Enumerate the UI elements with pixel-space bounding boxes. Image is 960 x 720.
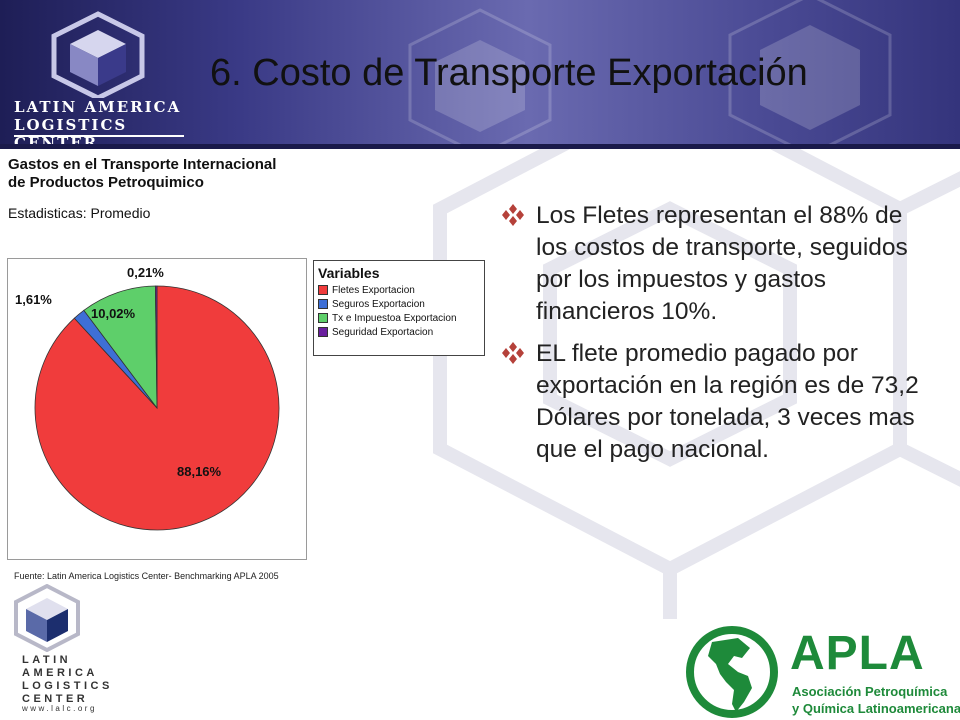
diamond-bullet-icon <box>502 342 524 364</box>
apla-tagline1: Asociación Petroquímica <box>792 684 948 699</box>
legend-title: Variables <box>318 265 380 281</box>
legend-item-seguridad: Seguridad Exportacion <box>318 325 484 339</box>
header-divider <box>0 144 960 149</box>
page-title: 6. Costo de Transporte Exportación <box>210 52 808 94</box>
chart-subtitle: Estadisticas: Promedio <box>8 205 151 221</box>
header-logo: LATIN AMERICA LOGISTICS CENTER <box>10 8 195 148</box>
apla-name: APLA <box>790 627 925 680</box>
legend-item-seguros: Seguros Exportacion <box>318 297 484 311</box>
pie-data-label-3: 0,21% <box>127 265 164 280</box>
chart-legend: Variables Fletes Exportacion Seguros Exp… <box>313 260 485 356</box>
legend-item-impuestos: Tx e Impuestoa Exportacion <box>318 311 484 325</box>
diamond-bullet-icon <box>502 204 524 226</box>
pie-data-label-2: 10,02% <box>91 306 136 321</box>
lalc-footer-logo: LATIN AMERICA LOGISTICS CENTER www.lalc.… <box>8 582 109 718</box>
legend-item-fletes: Fletes Exportacion <box>318 283 484 297</box>
bullet-text: Los Fletes representan el 88% de los cos… <box>536 202 908 325</box>
legend-label: Seguridad Exportacion <box>332 326 434 338</box>
footer-logo-line4: CENTER <box>22 693 89 705</box>
footer-logo-url: www.lalc.org <box>22 704 97 713</box>
legend-label: Seguros Exportacion <box>332 298 425 310</box>
footer-logo-line3: LOGISTICS <box>22 680 113 692</box>
bullet-text: EL flete promedio pagado por exportación… <box>536 340 919 463</box>
cube-logo-icon <box>51 11 145 98</box>
pie-slice-2 <box>83 285 158 410</box>
pie-chart: 88,16% 1,61% 10,02% 0,21% <box>15 265 280 531</box>
pie-slice-3 <box>154 285 158 409</box>
legend-swatch <box>318 313 328 323</box>
chart-source: Fuente: Latin America Logistics Center- … <box>14 571 279 581</box>
bullet-item: Los Fletes representan el 88% de los cos… <box>498 200 938 328</box>
legend-label: Tx e Impuestoa Exportacion <box>332 312 457 324</box>
header-banner: LATIN AMERICA LOGISTICS CENTER 6. Costo … <box>0 0 960 148</box>
background-pattern <box>433 149 960 619</box>
pie-data-label-1: 1,61% <box>15 292 52 307</box>
brand-line1: LATIN AMERICA <box>14 98 182 116</box>
cube-logo-icon <box>14 584 80 652</box>
footer-logo-line1: LATIN <box>22 654 72 666</box>
chart-title-line1: Gastos en el Transporte Internacional <box>8 156 277 173</box>
apla-tagline2: y Química Latinoamericana <box>792 701 960 716</box>
apla-logo: APLA Asociación Petroquímica y Química L… <box>676 622 960 720</box>
americas-map-icon <box>686 626 778 718</box>
pie-data-label-0: 88,16% <box>177 464 222 479</box>
chart-title-line2: de Productos Petroquimico <box>8 174 204 191</box>
footer-logo-line2: AMERICA <box>22 667 98 679</box>
brand-rule <box>14 135 184 137</box>
bullet-item: EL flete promedio pagado por exportación… <box>498 338 938 466</box>
legend-swatch <box>318 285 328 295</box>
legend-swatch <box>318 299 328 309</box>
background-cube-icon <box>728 0 892 148</box>
chart-title: Gastos en el Transporte Internacional de… <box>8 156 276 192</box>
background-cube-icon <box>408 8 552 148</box>
bullet-list: Los Fletes representan el 88% de los cos… <box>498 200 938 476</box>
legend-swatch <box>318 327 328 337</box>
legend-label: Fletes Exportacion <box>332 284 415 296</box>
